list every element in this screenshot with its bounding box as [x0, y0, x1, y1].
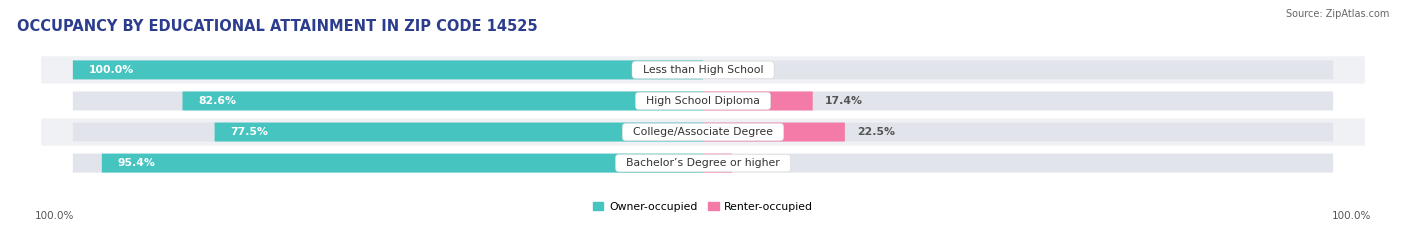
Text: High School Diploma: High School Diploma — [640, 96, 766, 106]
FancyBboxPatch shape — [41, 56, 1365, 84]
FancyBboxPatch shape — [703, 154, 733, 173]
Text: 95.4%: 95.4% — [118, 158, 156, 168]
Text: 22.5%: 22.5% — [858, 127, 896, 137]
FancyBboxPatch shape — [703, 92, 1333, 110]
FancyBboxPatch shape — [703, 154, 1333, 173]
Text: OCCUPANCY BY EDUCATIONAL ATTAINMENT IN ZIP CODE 14525: OCCUPANCY BY EDUCATIONAL ATTAINMENT IN Z… — [17, 19, 537, 34]
Text: 100.0%: 100.0% — [35, 211, 75, 221]
FancyBboxPatch shape — [73, 60, 703, 79]
FancyBboxPatch shape — [703, 123, 845, 141]
FancyBboxPatch shape — [73, 154, 703, 173]
FancyBboxPatch shape — [215, 123, 703, 141]
Text: 100.0%: 100.0% — [89, 65, 134, 75]
Text: Less than High School: Less than High School — [636, 65, 770, 75]
FancyBboxPatch shape — [101, 154, 703, 173]
Text: Bachelor’s Degree or higher: Bachelor’s Degree or higher — [619, 158, 787, 168]
FancyBboxPatch shape — [183, 92, 703, 110]
Text: 77.5%: 77.5% — [231, 127, 269, 137]
FancyBboxPatch shape — [41, 118, 1365, 146]
Legend: Owner-occupied, Renter-occupied: Owner-occupied, Renter-occupied — [593, 202, 813, 212]
Text: Source: ZipAtlas.com: Source: ZipAtlas.com — [1285, 9, 1389, 19]
FancyBboxPatch shape — [73, 60, 703, 79]
FancyBboxPatch shape — [703, 123, 1333, 141]
FancyBboxPatch shape — [73, 92, 703, 110]
Text: 17.4%: 17.4% — [825, 96, 863, 106]
Text: 4.6%: 4.6% — [745, 158, 775, 168]
Text: College/Associate Degree: College/Associate Degree — [626, 127, 780, 137]
FancyBboxPatch shape — [703, 60, 1333, 79]
FancyBboxPatch shape — [73, 123, 703, 141]
FancyBboxPatch shape — [703, 92, 813, 110]
Text: 100.0%: 100.0% — [1331, 211, 1371, 221]
Text: 82.6%: 82.6% — [198, 96, 236, 106]
Text: 0.0%: 0.0% — [716, 65, 745, 75]
